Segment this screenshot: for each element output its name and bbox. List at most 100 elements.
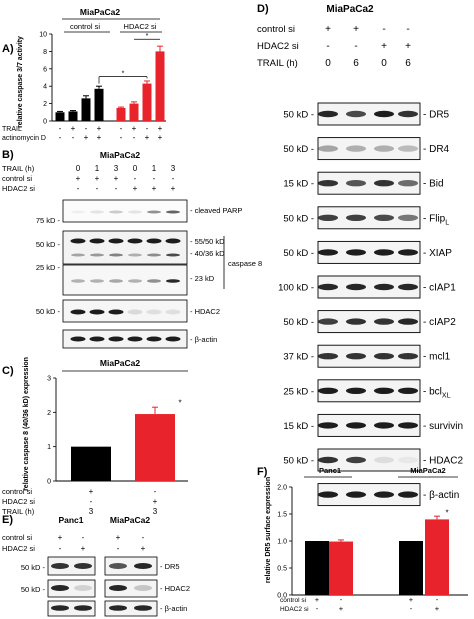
panel-b-row-label-hdac2: HDAC2 si [2,184,35,193]
panel-c-row-label-control: control si [2,487,32,496]
panel-d-blot-label: - bclXL [423,386,451,399]
panel-c-sign: + [153,497,158,506]
panel-c-y-tick-label: 0 [47,479,51,486]
blot-e-dr5-miapaca2 [104,556,158,576]
panel-d-band [374,491,394,498]
bands-actin-b [70,336,181,342]
panel-d-band [398,145,418,152]
band-hdac2-b [108,309,124,315]
panel-a-sign: + [84,133,89,142]
panel-d-kd-label: 25 kD - [283,386,314,397]
panel-f-bar [425,519,449,595]
panel-f-sign: + [409,595,414,604]
panel-e-sign: + [81,544,86,553]
band-caspase8-55-50 [165,238,181,244]
band-actin-b [89,336,105,342]
panel-b-signs: 0 1 3 0 1 3+ + + - - -- - - + + + [76,164,176,193]
panel-f-letter: F) [257,466,268,478]
panel-e-sign: + [116,533,121,542]
panel-a-bar [81,98,91,121]
band-caspase8-40-36 [71,253,85,257]
panel-d-band [346,180,366,187]
panel-d-band [374,456,394,464]
panel-b-sign: 0 [133,164,138,173]
band-cleaved-parp [71,210,85,214]
band-caspase8-40-36 [90,253,104,257]
panel-e: E) Panc1 MiaPaCa2 control si HDAC2 si + -… [2,514,190,617]
band-caspase8-23 [147,279,161,283]
panel-e-label-hdac2: - HDAC2 [160,584,190,593]
band-actin-b [70,336,86,342]
panel-d-sign: + [405,41,411,52]
panel-a-sign: - [133,133,136,142]
panel-b-sign: + [133,184,138,193]
panel-d-band [346,214,366,221]
band-e-actin [51,605,69,611]
panel-d-sign: + [325,24,331,35]
panel-d-band [374,249,394,256]
blot-caspase8-bottom [62,264,188,296]
panel-c-sign: 3 [153,507,158,516]
panel-c-row-label-trail: TRAIL (h) [2,507,35,516]
panel-a-bar [94,88,104,121]
panel-e-kd-dr5: 50 kD - [21,563,46,572]
band-actin-b [127,336,143,342]
panel-d-kd-label: 15 kD - [283,179,314,190]
panel-d-kd-label: 50 kD - [283,317,314,328]
panel-e-sign: + [58,533,63,542]
panel-f-sign: - [316,604,319,613]
panel-d-band [318,387,338,394]
panel-d-kd-label: 50 kD - [283,456,314,467]
band-cleaved-parp [109,210,123,214]
panel-d-sign: + [381,41,387,52]
panel-d-blot-label: - survivin [423,421,463,432]
bands-caspase8-bottom [71,279,180,283]
panel-e-label-actin: - β-actin [160,604,187,613]
panel-b-kd-75: 75 kD - [36,216,61,225]
panel-a-sign: + [97,124,102,133]
panel-d-band [318,249,338,256]
panel-d-band [346,318,366,325]
band-caspase8-55-50 [89,238,105,244]
panel-d-row-label-trail: TRAIL (h) [257,58,298,69]
panel-a-sign: + [97,133,102,142]
panel-f-sign: + [435,604,440,613]
panel-c-letter: C) [2,365,14,377]
panel-c-y-tick-label: 2 [47,410,51,417]
panel-d-band [398,110,418,118]
band-caspase8-55-50 [146,238,162,244]
panel-a-sign: + [158,124,163,133]
band-caspase8-40-36 [109,253,123,257]
band-caspase8-55-50 [108,238,124,244]
panel-d-kd-label: 50 kD - [283,213,314,224]
panel-d-band [374,387,394,394]
panel-a-sign: + [132,124,137,133]
panel-b-sign: - [115,184,118,193]
band-e-hdac2 [74,585,92,591]
panel-f-sign: - [340,595,343,604]
bands-hdac2-b [70,309,181,315]
panel-a-sign: - [120,133,123,142]
panel-b-title: MiaPaCa2 [100,150,140,160]
panel-d-blot-label: - DR4 [423,144,450,155]
band-hdac2-b [146,309,162,315]
panel-f-sign: + [315,595,320,604]
panel-d-blot-label: - Bid [423,179,444,190]
panel-d-sign: - [326,41,329,52]
panel-d-band [318,214,338,221]
panel-d-row-label-control: control si [257,24,295,35]
band-caspase8-23 [166,279,180,283]
panel-d-band [398,353,418,360]
band-actin-b [165,336,181,342]
panel-a-letter: A) [2,43,14,55]
panel-d-band [318,491,338,498]
blot-caspase8-top [62,230,188,265]
band-caspase8-23 [90,279,104,283]
panel-d-blot-label: - XIAP [423,248,452,259]
panel-a-star: * [146,33,149,40]
panel-d-band [346,353,366,360]
panel-d-blot-label-subscript: L [445,219,449,226]
blot-e-hdac2-panc1 [47,579,96,598]
panel-d-band [318,180,338,187]
